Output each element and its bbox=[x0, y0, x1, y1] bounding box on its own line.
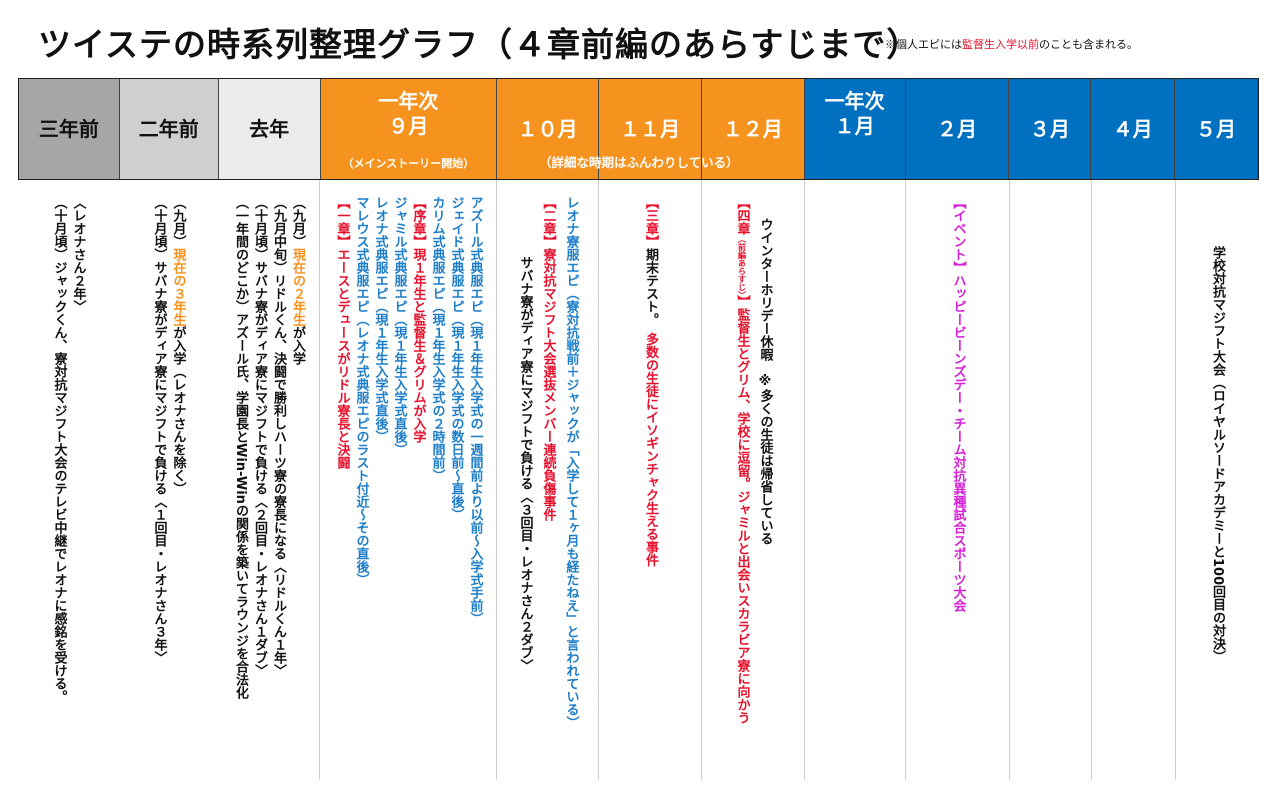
event-interschool-magift: 学校対抗マジフト大会（ロイヤルソードアカデミーと100回目の対決） bbox=[1210, 246, 1225, 664]
event-kalim-ceremonial: カリム式典服エピ（現１年生入学式の２時間前） bbox=[429, 196, 445, 482]
event-riddle-housewarden: （九月中旬）リドルくん、決闘で勝利しハーツ寮の寮長になる〈リドルくん１年〉 bbox=[271, 196, 286, 677]
column-divider bbox=[905, 180, 906, 780]
event-savanaclaw-loss-1: （十月頃）サバナ寮がディア寮にマジフトで負ける〈１回目・レオナさん３年〉 bbox=[151, 196, 167, 664]
note-highlight: 監督生入学以前 bbox=[962, 38, 1039, 51]
column-last-year: （一年間のどこか）アズール氏、学園長とWin-Winの関係を築いてラウンジを合法… bbox=[218, 196, 320, 786]
column-november: 【三章】期末テスト。 多数の生徒にイソギンチャク生える事件 bbox=[599, 196, 702, 786]
chapter-4-event: 【四章（前編あらすじ）】監督生とグリム、学校に逗留。ジャミルと出会いスカラビア寮… bbox=[734, 196, 750, 724]
event-azul-ceremonial: アズール式典服エピ（現１年生入学式の一週間前より以前～入学式手前） bbox=[467, 196, 483, 625]
event-current-second-years-enroll: （九月）現在の２年生が入学 bbox=[290, 196, 305, 365]
event-azul-lounge: （一年間のどこか）アズール氏、学園長とWin-Winの関係を築いてラウンジを合法… bbox=[233, 196, 248, 699]
event-leona-ceremonial: レオナ式典服エピ（現１年生入学式直後） bbox=[372, 196, 388, 443]
header-january: 一年次 １月 bbox=[804, 79, 906, 179]
column-divider bbox=[1091, 180, 1092, 780]
header-february: ２月 bbox=[905, 79, 1010, 179]
column-two-years-ago: （十月頃）サバナ寮がディア寮にマジフトで負ける〈１回目・レオナさん３年〉 （九月… bbox=[119, 196, 218, 786]
timeline-header: 三年前 二年前 去年 一年次 ９月 （メインストーリー開始） １０月 １１月 １２… bbox=[18, 78, 1259, 180]
chapter-2-event: 【二章】寮対抗マジフト大会選抜メンバー連続負傷事件 bbox=[540, 196, 556, 521]
header-october: １０月 bbox=[497, 79, 600, 179]
column-divider bbox=[701, 180, 702, 780]
event-happy-beans-day: 【イベント】ハッピービーンズデー・チーム対抗異種試合スポーツ大会 bbox=[950, 196, 966, 612]
january-month-label: １月 bbox=[834, 114, 875, 138]
september-year-label: 一年次 bbox=[378, 89, 439, 113]
column-divider bbox=[804, 180, 805, 780]
event-winter-holiday: ウインターホリデー休暇 ※多くの生徒は帰省している bbox=[757, 218, 773, 545]
prologue-event: 【序章】現１年生と監督生＆グリムが入学 bbox=[410, 196, 426, 443]
main-story-start-note: （メインストーリー開始） bbox=[342, 157, 475, 171]
header-september: 一年次 ９月 （メインストーリー開始） bbox=[320, 79, 498, 179]
september-month-label: ９月 bbox=[388, 114, 429, 138]
header-may: ５月 bbox=[1175, 79, 1258, 179]
header-three-years-ago: 三年前 bbox=[19, 79, 120, 179]
column-divider bbox=[1175, 180, 1176, 780]
event-jade-ceremonial: ジェイド式典服エピ（現１年生入学式の数日前～直後） bbox=[448, 196, 464, 521]
column-divider bbox=[319, 180, 320, 780]
timeline-body: （十月頃）ジャックくん、寮対抗マジフト大会のテレビ中継でレオナに感銘を受ける。 … bbox=[18, 180, 1259, 800]
timing-vague-note: （詳細な時期はふんわりしている） bbox=[539, 155, 739, 170]
column-september: 【一章】エースとデュースがリドル寮長と決闘 マレウス式典服エピ（レオナ式典服エピ… bbox=[320, 196, 497, 786]
event-savanaclaw-loss-2: （十月頃）サバナ寮がディア寮にマジフトで負ける〈２回目・レオナさん１ダブ〉 bbox=[252, 196, 267, 677]
chapter-1-event: 【一章】エースとデュースがリドル寮長と決闘 bbox=[334, 196, 350, 469]
column-october: サバナ寮がディア寮にマジフトで負ける〈３回目・レオナさん２ダブ〉 【二章】寮対抗… bbox=[497, 196, 599, 786]
header-last-year: 去年 bbox=[218, 79, 321, 179]
header-note: ※個人エピには監督生入学以前のことも含まれる。 bbox=[885, 36, 1138, 52]
january-year-label: 一年次 bbox=[824, 89, 885, 113]
event-malleus-ceremonial: マレウス式典服エピ（レオナ式典服エピのラスト付近～その直後） bbox=[353, 196, 369, 586]
event-leona-grade-note: 〈レオナさん２年〉 bbox=[70, 196, 86, 313]
column-may: 学校対抗マジフト大会（ロイヤルソードアカデミーと100回目の対決） bbox=[1176, 196, 1259, 786]
event-leona-dorm-uniform: レオナ寮服エピ（寮対抗戦前＋ジャックが「入学して１ヶ月も経たねえ」と言われている… bbox=[563, 196, 579, 729]
header-april: ４月 bbox=[1091, 79, 1176, 179]
note-prefix: ※個人エピには bbox=[885, 38, 962, 51]
header-march: ３月 bbox=[1009, 79, 1092, 179]
column-three-years-ago: （十月頃）ジャックくん、寮対抗マジフト大会のテレビ中継でレオナに感銘を受ける。 … bbox=[18, 196, 119, 786]
event-jamil-ceremonial: ジャミル式典服エピ（現１年生入学式直後） bbox=[391, 196, 407, 456]
header-december: １２月 bbox=[701, 79, 805, 179]
page-title: ツイステの時系列整理グラフ（４章前編のあらすじまで） bbox=[38, 25, 921, 64]
column-divider bbox=[496, 180, 497, 780]
column-february: 【イベント】ハッピービーンズデー・チーム対抗異種試合スポーツ大会 bbox=[906, 196, 1010, 786]
header-november: １１月 bbox=[599, 79, 702, 179]
column-divider bbox=[598, 180, 599, 780]
chapter-3-event: 【三章】期末テスト。 多数の生徒にイソギンチャク生える事件 bbox=[643, 196, 658, 567]
event-savanaclaw-loss-3: サバナ寮がディア寮にマジフトで負ける〈３回目・レオナさん２ダブ〉 bbox=[517, 256, 533, 672]
event-jack-inspired: （十月頃）ジャックくん、寮対抗マジフト大会のテレビ中継でレオナに感銘を受ける。 bbox=[51, 196, 67, 703]
event-current-third-years-enroll: （九月）現在の３年生が入学（レオナさんを除く） bbox=[170, 196, 186, 495]
column-december: 【四章（前編あらすじ）】監督生とグリム、学校に逗留。ジャミルと出会いスカラビア寮… bbox=[702, 196, 805, 786]
column-divider bbox=[1009, 180, 1010, 780]
header-two-years-ago: 二年前 bbox=[119, 79, 219, 179]
note-suffix: のことも含まれる。 bbox=[1039, 38, 1138, 51]
